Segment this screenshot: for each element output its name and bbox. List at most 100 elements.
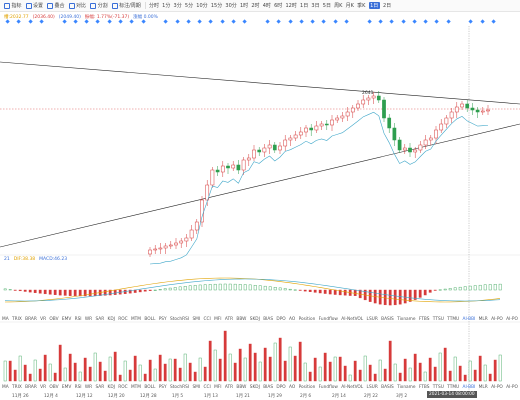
indicator-tab[interactable]: MLR xyxy=(478,384,488,390)
indicator-tab[interactable]: TTMU xyxy=(447,384,460,390)
indicator-tab[interactable]: AI-NetVOL xyxy=(341,384,364,390)
period-button-19[interactable]: 2日 xyxy=(382,3,392,9)
indicator-tab[interactable]: Position xyxy=(298,316,316,322)
indicator-tab[interactable]: BASIS xyxy=(381,316,394,322)
indicator-tab[interactable]: ATR xyxy=(224,316,234,322)
indicator-tab[interactable]: VR xyxy=(40,316,47,322)
indicator-tab[interactable]: Fundflow xyxy=(318,316,338,322)
indicator-tab[interactable]: LSUR xyxy=(366,384,378,390)
toolbar-tool-5[interactable]: 标注/周期 xyxy=(111,2,141,9)
toolbar-tool-2[interactable]: 叠合 xyxy=(47,2,65,9)
toolbar-tool-1[interactable]: 设置 xyxy=(25,2,43,9)
indicator-tab[interactable]: MLR xyxy=(478,316,488,322)
indicator-tab[interactable]: MTM xyxy=(130,316,142,322)
indicator-tab[interactable]: FTBS xyxy=(418,316,430,322)
indicator-tab[interactable]: BASIS xyxy=(381,384,394,390)
indicator-tab[interactable]: LSUR xyxy=(366,316,378,322)
indicator-tab[interactable]: BIAS xyxy=(263,384,274,390)
period-button-14[interactable]: 5日 xyxy=(322,3,331,9)
indicator-tab[interactable]: TRIX xyxy=(11,316,22,322)
indicator-tab[interactable]: MA xyxy=(2,316,9,322)
indicator-tab[interactable]: FTBS xyxy=(418,384,430,390)
indicator-tab[interactable]: RSI xyxy=(74,316,82,322)
period-button-15[interactable]: 周K xyxy=(334,3,343,9)
indicator-tab[interactable]: Tixname xyxy=(397,384,416,390)
indicator-tab[interactable]: SMI xyxy=(192,384,201,390)
indicator-tab[interactable]: MA xyxy=(2,384,9,390)
indicator-tab[interactable]: BRAR xyxy=(25,316,37,322)
indicator-tab[interactable]: WR xyxy=(84,384,93,390)
period-button-0[interactable]: 分时 xyxy=(148,3,159,9)
indicator-tab[interactable]: Position xyxy=(298,384,316,390)
toolbar-tool-4[interactable]: 分割 xyxy=(90,2,108,9)
indicator-tab[interactable]: BBW xyxy=(236,384,247,390)
indicator-tab[interactable]: TTSU xyxy=(432,384,444,390)
indicator-tab[interactable]: MTM xyxy=(130,384,142,390)
indicator-tab[interactable]: AI-BBI xyxy=(462,316,476,322)
period-button-6[interactable]: 30分 xyxy=(225,3,237,9)
indicator-tab[interactable]: WR xyxy=(84,316,93,322)
indicator-tab[interactable]: RSI xyxy=(74,384,82,390)
indicator-tab[interactable]: AI-PO xyxy=(491,316,503,322)
period-button-4[interactable]: 10分 xyxy=(196,3,208,9)
period-button-1[interactable]: 1分 xyxy=(162,3,171,9)
indicator-tab[interactable]: DPO xyxy=(276,384,286,390)
toolbar-tool-0[interactable]: 指标 xyxy=(4,2,22,9)
indicator-tab[interactable]: AI-PO xyxy=(506,316,518,322)
indicator-tab[interactable]: ATR xyxy=(224,384,234,390)
indicator-tab[interactable]: ROC xyxy=(118,316,128,322)
indicator-tab[interactable]: AI-NetVOL xyxy=(341,316,364,322)
indicator-tab[interactable]: VR xyxy=(40,384,47,390)
indicator-tab[interactable]: MFI xyxy=(214,316,222,322)
period-button-10[interactable]: 6时 xyxy=(274,3,283,9)
period-button-11[interactable]: 12时 xyxy=(285,3,297,9)
indicator-tab[interactable]: AI-BBI xyxy=(462,384,476,390)
indicator-tab[interactable]: AI-PO xyxy=(491,384,503,390)
indicator-tab[interactable]: AO xyxy=(289,316,296,322)
indicator-tab[interactable]: DPO xyxy=(276,316,286,322)
period-button-8[interactable]: 2时 xyxy=(251,3,260,9)
period-button-17[interactable]: 季K xyxy=(357,3,366,9)
indicator-tab[interactable]: BOLL xyxy=(144,384,156,390)
indicator-tab[interactable]: CCI xyxy=(203,316,211,322)
indicator-tab[interactable]: OBV xyxy=(49,316,59,322)
indicator-tab[interactable]: BRAR xyxy=(25,384,37,390)
indicator-tab[interactable]: ROC xyxy=(118,384,128,390)
indicator-tab[interactable]: EMV xyxy=(61,316,72,322)
indicator-tab[interactable]: MFI xyxy=(214,384,222,390)
indicator-tab[interactable]: AO xyxy=(289,384,296,390)
indicator-tab[interactable]: AI-PO xyxy=(506,384,518,390)
period-button-3[interactable]: 5分 xyxy=(184,3,194,9)
indicator-tab[interactable]: SAR xyxy=(95,316,105,322)
toolbar-tool-3[interactable]: 对比 xyxy=(68,2,86,9)
period-button-9[interactable]: 4时 xyxy=(262,3,271,9)
period-button-16[interactable]: 月K xyxy=(345,3,354,9)
indicator-tab[interactable]: TRIX xyxy=(11,384,22,390)
indicator-tab[interactable]: KDJ xyxy=(107,316,115,322)
indicator-tab[interactable]: PSY xyxy=(158,384,167,390)
period-button-7[interactable]: 1时 xyxy=(239,3,249,9)
period-button-5[interactable]: 15分 xyxy=(210,3,223,9)
indicator-tab[interactable]: BOLL xyxy=(144,316,156,322)
indicator-tab[interactable]: OBV xyxy=(49,384,59,390)
indicator-tab[interactable]: SAR xyxy=(95,384,105,390)
period-button-13[interactable]: 3日 xyxy=(311,3,320,9)
indicator-tab[interactable]: TTMU xyxy=(447,316,460,322)
indicator-tab[interactable]: StochRSI xyxy=(170,384,190,390)
period-button-2[interactable]: 3分 xyxy=(173,3,182,9)
indicator-tab[interactable]: Tixname xyxy=(397,316,416,322)
indicator-tab[interactable]: StochRSI xyxy=(170,316,190,322)
period-button-18[interactable]: 1日 xyxy=(368,2,380,9)
indicator-tab[interactable]: EMV xyxy=(61,384,72,390)
indicator-tab[interactable]: Fundflow xyxy=(318,384,338,390)
period-button-12[interactable]: 1日 xyxy=(300,3,309,9)
indicator-tab[interactable]: BIAS xyxy=(263,316,274,322)
indicator-tab[interactable]: SKDJ xyxy=(249,384,260,390)
indicator-tab[interactable]: BBW xyxy=(236,316,247,322)
indicator-tab[interactable]: CCI xyxy=(203,384,211,390)
indicator-tab[interactable]: SMI xyxy=(192,316,201,322)
indicator-tab[interactable]: KDJ xyxy=(107,384,115,390)
indicator-tab[interactable]: PSY xyxy=(158,316,167,322)
indicator-tab[interactable]: TTSU xyxy=(432,316,444,322)
